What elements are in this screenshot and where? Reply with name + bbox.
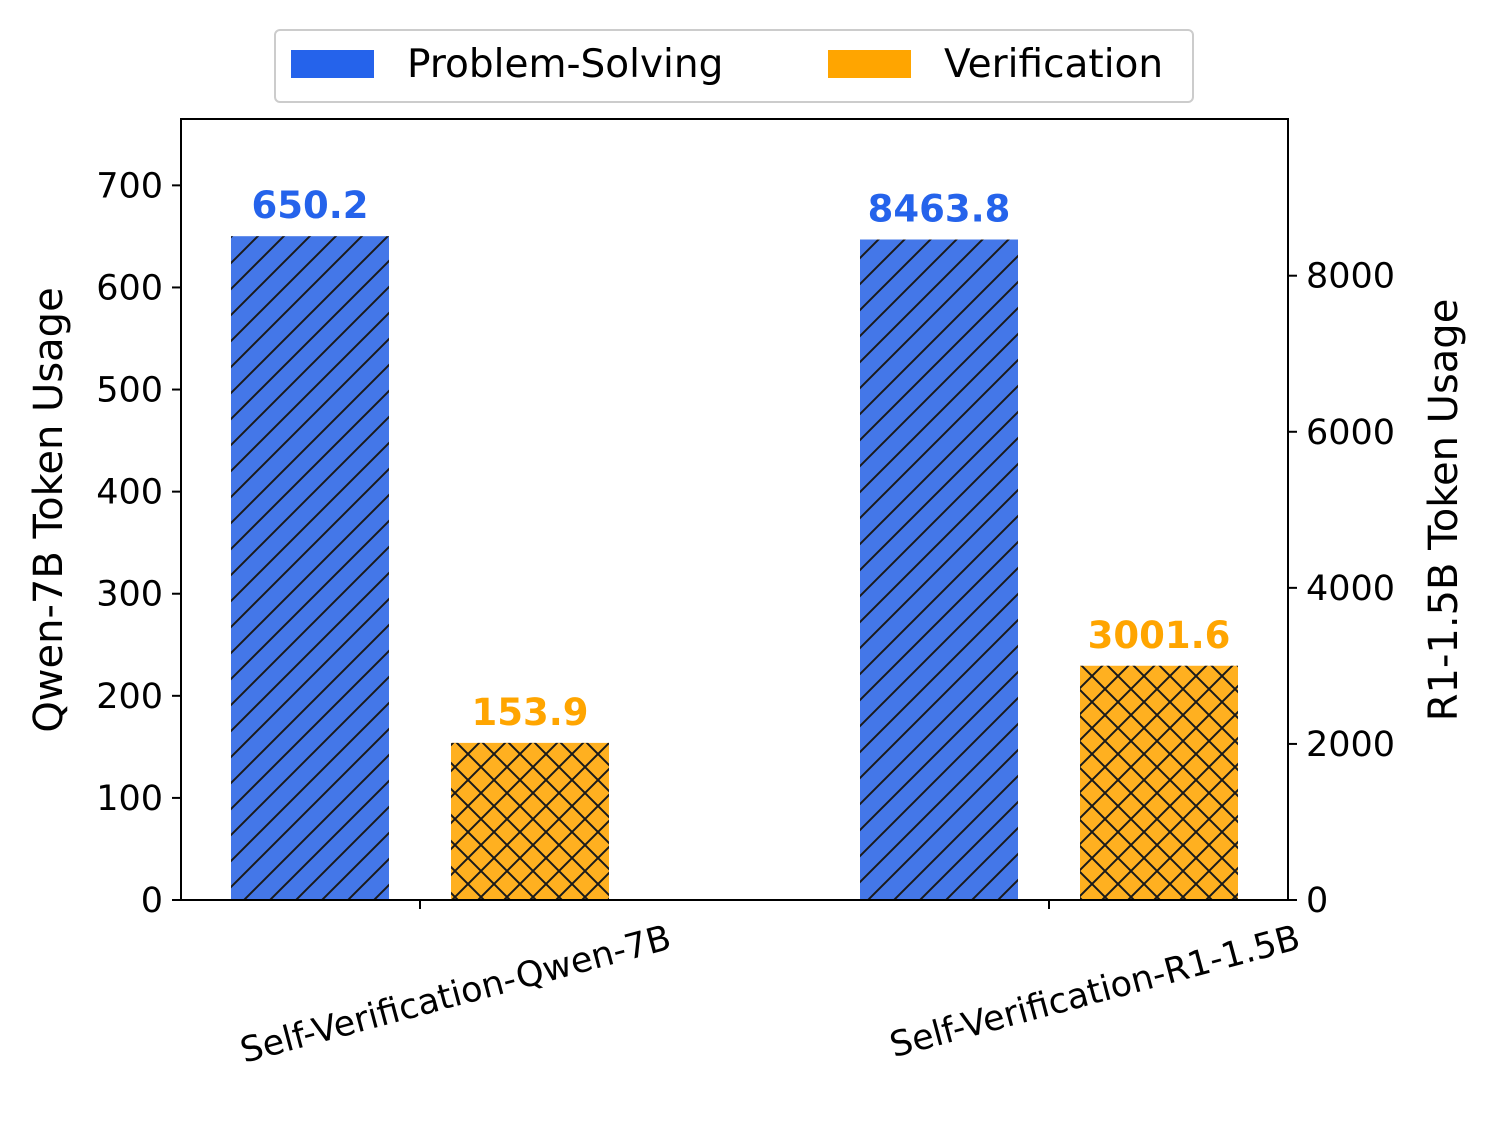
bar-hatch-verification-1 bbox=[451, 742, 609, 900]
right-axis: 0 2000 4000 6000 8000 bbox=[1288, 257, 1395, 921]
left-tick-label: 200 bbox=[96, 677, 163, 717]
left-tick-label: 300 bbox=[96, 575, 163, 615]
right-tick-label: 0 bbox=[1306, 881, 1328, 921]
right-tick-label: 2000 bbox=[1306, 725, 1395, 765]
left-tick-label: 400 bbox=[96, 473, 163, 513]
right-tick-label: 4000 bbox=[1306, 569, 1395, 609]
data-labels: 650.2 153.9 8463.8 3001.6 bbox=[251, 184, 1230, 734]
left-tick-label: 600 bbox=[96, 268, 163, 308]
category-label: Self-Verification-R1-1.5B bbox=[886, 918, 1305, 1066]
data-label-verification-1: 153.9 bbox=[471, 691, 588, 734]
legend-swatch-problem-solving bbox=[291, 50, 374, 78]
legend-label-verification: Verification bbox=[944, 42, 1163, 87]
left-tick-label: 700 bbox=[96, 166, 163, 206]
x-axis: Self-Verification-Qwen-7B Self-Verificati… bbox=[236, 900, 1304, 1072]
bars bbox=[231, 236, 1238, 900]
legend-label-problem-solving: Problem-Solving bbox=[407, 42, 723, 87]
legend-swatch-verification bbox=[828, 50, 911, 78]
legend-frame bbox=[274, 29, 1194, 103]
left-tick-label: 0 bbox=[141, 881, 163, 921]
right-tick-label: 6000 bbox=[1306, 413, 1395, 453]
bar-hatch-problem-solving-1 bbox=[231, 236, 389, 900]
data-label-verification-2: 3001.6 bbox=[1088, 614, 1231, 657]
left-axis-label: Qwen-7B Token Usage bbox=[26, 287, 72, 732]
data-label-problem-solving-1: 650.2 bbox=[251, 184, 368, 227]
left-tick-label: 500 bbox=[96, 371, 163, 411]
right-axis-label: R1-1.5B Token Usage bbox=[1421, 299, 1467, 722]
category-label: Self-Verification-Qwen-7B bbox=[236, 918, 675, 1072]
legend: Problem-Solving Verification bbox=[274, 29, 1194, 103]
bar-hatch-verification-2 bbox=[1080, 665, 1238, 900]
left-axis: 0 100 200 300 400 500 600 700 bbox=[96, 166, 181, 921]
left-tick-label: 100 bbox=[96, 779, 163, 819]
plot-frame bbox=[180, 118, 1289, 901]
right-tick-label: 8000 bbox=[1306, 257, 1395, 297]
data-label-problem-solving-2: 8463.8 bbox=[868, 188, 1011, 231]
bar-hatch-problem-solving-2 bbox=[860, 239, 1018, 900]
